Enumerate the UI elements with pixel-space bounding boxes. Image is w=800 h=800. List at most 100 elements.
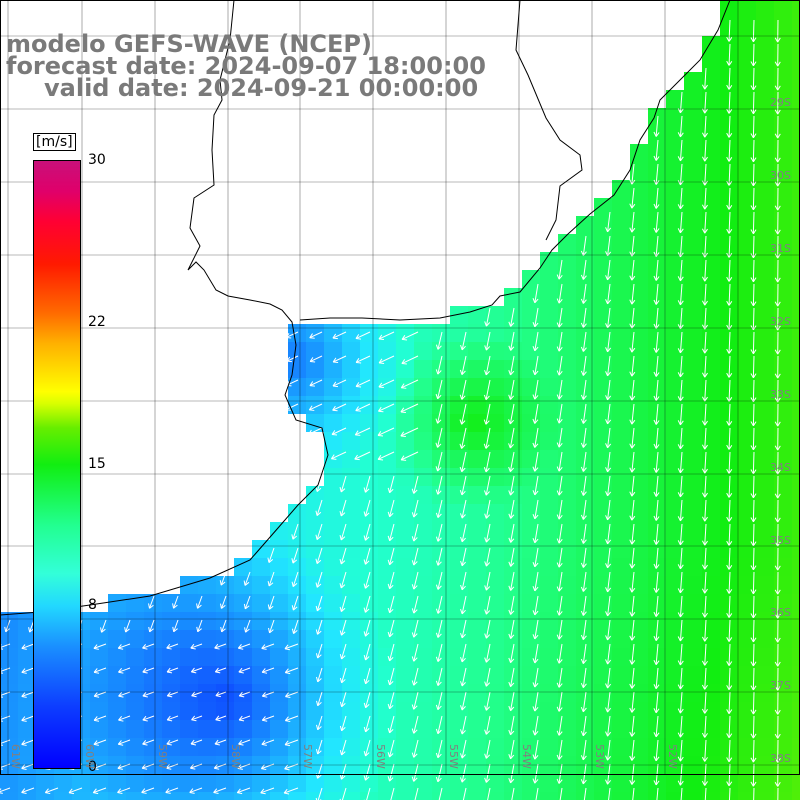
wind-arrow bbox=[191, 691, 203, 698]
speed-cell bbox=[234, 666, 252, 684]
wind-arrow bbox=[484, 691, 491, 711]
speed-cell bbox=[486, 396, 504, 414]
speed-cell bbox=[594, 522, 612, 540]
speed-cell bbox=[558, 486, 576, 504]
wind-arrow bbox=[774, 235, 781, 259]
wind-arrow bbox=[378, 331, 395, 341]
speed-cell bbox=[72, 774, 90, 792]
speed-cell bbox=[684, 396, 702, 414]
speed-cell bbox=[720, 684, 738, 702]
speed-cell bbox=[630, 486, 648, 504]
speed-cell bbox=[756, 774, 774, 792]
speed-cell bbox=[18, 630, 36, 648]
speed-cell bbox=[792, 666, 800, 684]
wind-arrow bbox=[750, 619, 757, 643]
speed-cell bbox=[540, 324, 558, 342]
wind-arrow bbox=[556, 355, 563, 376]
speed-cell bbox=[180, 774, 198, 792]
speed-cell bbox=[288, 594, 306, 612]
wind-arrow bbox=[508, 499, 515, 519]
speed-cell bbox=[270, 666, 288, 684]
speed-cell bbox=[738, 180, 756, 198]
speed-cell bbox=[792, 774, 800, 792]
speed-cell bbox=[594, 738, 612, 756]
wind-arrow bbox=[750, 451, 757, 475]
speed-cell bbox=[216, 576, 234, 594]
wind-arrow bbox=[93, 691, 107, 698]
wind-arrow bbox=[605, 427, 612, 449]
wind-arrow bbox=[355, 403, 371, 412]
wind-arrow bbox=[774, 643, 781, 667]
speed-cell bbox=[558, 468, 576, 486]
speed-cell bbox=[108, 630, 126, 648]
speed-cell bbox=[432, 396, 450, 414]
wind-arrow bbox=[387, 691, 395, 710]
speed-cell bbox=[612, 450, 630, 468]
wind-arrow bbox=[629, 283, 636, 305]
speed-cell bbox=[522, 612, 540, 630]
speed-cell bbox=[666, 504, 684, 522]
speed-cell bbox=[774, 90, 792, 108]
speed-cell bbox=[720, 306, 738, 324]
speed-cell bbox=[360, 558, 378, 576]
speed-cell bbox=[702, 72, 720, 90]
speed-cell bbox=[576, 414, 594, 432]
speed-cell bbox=[738, 414, 756, 432]
speed-cell bbox=[666, 126, 684, 144]
speed-cell bbox=[342, 666, 360, 684]
speed-cell bbox=[144, 594, 162, 612]
speed-cell bbox=[774, 522, 792, 540]
speed-cell bbox=[252, 720, 270, 738]
wind-arrow bbox=[629, 187, 636, 209]
speed-cell bbox=[378, 576, 396, 594]
wind-arrow bbox=[653, 475, 660, 497]
speed-cell bbox=[612, 630, 630, 648]
speed-cell bbox=[720, 792, 738, 800]
wind-arrow bbox=[532, 403, 539, 424]
speed-cell bbox=[702, 576, 720, 594]
speed-cell bbox=[216, 594, 234, 612]
wind-arrow bbox=[653, 235, 660, 257]
wind-arrow bbox=[508, 403, 515, 425]
wind-arrow bbox=[219, 571, 227, 586]
wind-arrow bbox=[508, 715, 515, 736]
wind-arrow bbox=[580, 595, 587, 616]
wind-arrow bbox=[704, 787, 707, 800]
speed-cell bbox=[774, 180, 792, 198]
speed-cell bbox=[432, 774, 450, 792]
speed-cell bbox=[216, 720, 234, 738]
speed-cell bbox=[792, 216, 800, 234]
speed-cell bbox=[288, 612, 306, 630]
colorbar-tick-label: 15 bbox=[88, 455, 106, 472]
speed-cell bbox=[450, 360, 468, 378]
wind-arrow bbox=[608, 787, 611, 800]
wind-arrow bbox=[701, 571, 708, 594]
speed-cell bbox=[630, 774, 648, 792]
speed-cell bbox=[504, 414, 522, 432]
speed-cell bbox=[594, 342, 612, 360]
speed-cell bbox=[702, 360, 720, 378]
wind-arrow bbox=[580, 619, 587, 640]
wind-arrow bbox=[401, 331, 419, 341]
speed-cell bbox=[612, 252, 630, 270]
wind-arrow bbox=[484, 715, 491, 735]
wind-arrow bbox=[532, 595, 539, 616]
speed-cell bbox=[558, 684, 576, 702]
speed-cell bbox=[306, 522, 324, 540]
wind-arrow bbox=[677, 667, 684, 690]
wind-arrow bbox=[387, 475, 395, 494]
speed-cell bbox=[306, 342, 324, 360]
wind-arrow bbox=[411, 595, 419, 614]
wind-arrow bbox=[701, 499, 708, 522]
speed-cell bbox=[378, 648, 396, 666]
wind-arrow bbox=[726, 547, 733, 570]
speed-cell bbox=[702, 720, 720, 738]
wind-arrow bbox=[411, 763, 419, 782]
wind-arrow bbox=[484, 739, 491, 759]
speed-cell bbox=[684, 702, 702, 720]
wind-arrow bbox=[411, 667, 419, 686]
speed-cell bbox=[468, 774, 486, 792]
speed-cell bbox=[630, 144, 648, 162]
speed-cell bbox=[324, 594, 342, 612]
speed-cell bbox=[540, 342, 558, 360]
